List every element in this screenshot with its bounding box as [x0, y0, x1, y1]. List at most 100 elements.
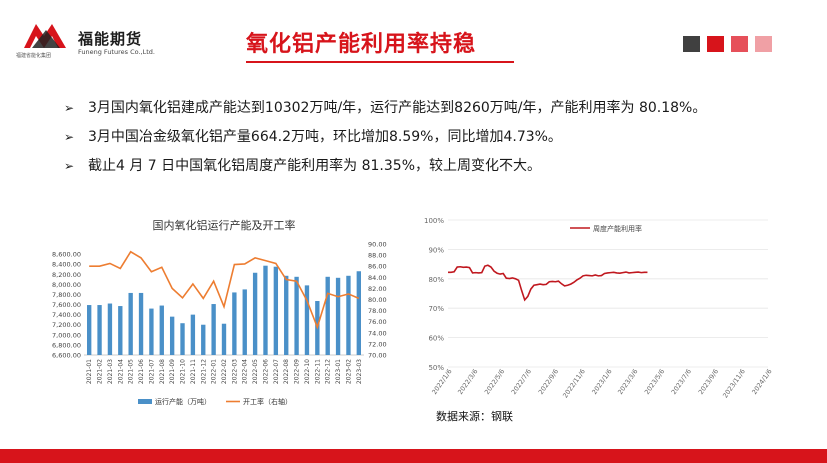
y-tick-label: 7,400.00 [52, 311, 81, 319]
bar-capacity [159, 305, 164, 355]
line-weekly-utilization [448, 264, 648, 302]
x-tick-label: 2023/1/6 [590, 368, 613, 397]
x-tick-label: 2022-02 [221, 359, 228, 384]
y-tick-label: 8,400.00 [52, 261, 81, 269]
y2-tick-label: 70.00 [368, 352, 387, 360]
bar-capacity [201, 324, 206, 355]
bullet-text: 3月国内氧化铝建成产能达到10302万吨/年，运行产能达到8260万吨/年，产能… [88, 100, 707, 116]
bar-capacity [252, 272, 258, 355]
data-source-note: 数据来源：钢联 [436, 410, 513, 423]
y2-tick-label: 90.00 [368, 241, 387, 249]
x-tick-label: 2022/3/6 [456, 368, 479, 397]
y2-tick-label: 74.00 [368, 329, 387, 337]
legend-swatch-bar [138, 399, 152, 404]
y2-tick-label: 84.00 [368, 274, 387, 282]
x-tick-label: 2022-11 [314, 359, 321, 384]
y2-tick-label: 86.00 [368, 263, 387, 271]
y-tick-label: 50% [428, 364, 444, 372]
y2-tick-label: 82.00 [368, 285, 387, 293]
x-tick-label: 2021-02 [97, 359, 104, 384]
bar-capacity [128, 292, 133, 355]
x-tick-label: 2021-08 [159, 359, 166, 384]
bullet-arrow-icon: ➢ [64, 130, 75, 144]
x-tick-label: 2022/11/6 [561, 368, 587, 400]
bar-capacity [169, 316, 175, 355]
decor-square-1 [683, 36, 700, 52]
x-tick-label: 2023-02 [345, 359, 352, 384]
y-tick-label: 8,000.00 [52, 281, 81, 289]
x-tick-label: 2021-01 [86, 359, 93, 384]
logo-company-name: 福能期货 [78, 30, 143, 48]
x-tick-label: 2021-06 [138, 359, 145, 384]
legend-label: 周度产能利用率 [593, 224, 642, 233]
legend-label-line: 开工率（右轴） [243, 397, 292, 406]
x-tick-label: 2022/5/6 [483, 368, 506, 397]
x-tick-label: 2022-03 [231, 359, 238, 384]
decor-square-3 [731, 36, 748, 52]
bar-capacity [273, 266, 279, 355]
y-tick-label: 7,000.00 [52, 331, 81, 339]
bar-capacity [232, 292, 237, 355]
company-logo: 福建省能化集团 福能期货 Funeng Futures Co.,Ltd. [16, 14, 166, 64]
bullet-item: ➢ 截止4 月 7 日中国氧化铝周度产能利用率为 81.35%，较上周变化不大。 [62, 152, 782, 181]
bar-capacity [190, 314, 196, 355]
decor-square-2 [707, 36, 724, 52]
weekly-utilization-line-chart: 50%60%70%80%90%100%2022/1/6 2022/3/6 2022/… [424, 217, 774, 400]
bar-capacity [180, 323, 185, 355]
company-logo-icon [24, 24, 66, 48]
x-tick-label: 2021-05 [128, 359, 135, 384]
x-tick-label: 2023/7/6 [670, 368, 693, 397]
y-tick-label: 100% [424, 217, 444, 225]
y-tick-label: 70% [428, 305, 444, 313]
x-tick-label: 2021-03 [107, 359, 114, 384]
bullet-item: ➢ 3月国内氧化铝建成产能达到10302万吨/年，运行产能达到8260万吨/年，… [62, 94, 782, 123]
legend-label-bar: 运行产能（万吨） [155, 397, 211, 406]
bar-capacity [97, 305, 102, 355]
x-tick-label: 2022-12 [325, 359, 332, 384]
x-tick-label: 2022-07 [273, 359, 280, 384]
capacity-utilization-combo-chart: 国内氧化铝运行产能及开工率 6,600.00 6,800.00 7,000.00 7,2… [52, 218, 387, 406]
bar-capacity [149, 308, 154, 355]
x-tick-label: 2023/5/6 [643, 368, 666, 397]
x-tick-label: 2024/1/6 [750, 368, 773, 397]
logo-company-name-en: Funeng Futures Co.,Ltd. [78, 48, 155, 56]
y-tick-label: 60% [428, 335, 444, 343]
x-tick-label: 2023/11/6 [721, 368, 747, 400]
bullet-arrow-icon: ➢ [64, 159, 75, 173]
bar-capacity [294, 276, 299, 355]
x-tick-label: 2021-04 [117, 359, 124, 384]
bar-capacity [107, 303, 113, 355]
x-tick-label: 2021-07 [148, 359, 155, 384]
page-title: 氧化铝产能利用率持稳 [246, 32, 477, 57]
line-utilization [89, 250, 360, 330]
x-tick-label: 2022-04 [242, 359, 249, 384]
chart-title: 国内氧化铝运行产能及开工率 [153, 218, 296, 232]
decorative-squares [683, 36, 779, 52]
y-tick-label: 7,600.00 [52, 301, 81, 309]
x-tick-label: 2022-05 [252, 359, 259, 384]
y-tick-label: 6,800.00 [52, 341, 81, 349]
bar-capacity [138, 292, 144, 355]
x-tick-label: 2022/7/6 [510, 368, 533, 397]
y-tick-label: 8,200.00 [52, 271, 81, 279]
bar-capacity [284, 275, 289, 355]
bar-capacity [325, 276, 330, 355]
bullet-list: ➢ 3月国内氧化铝建成产能达到10302万吨/年，运行产能达到8260万吨/年，… [62, 94, 782, 181]
x-tick-label: 2022-09 [294, 359, 301, 384]
y-tick-label: 7,800.00 [52, 291, 81, 299]
x-tick-label: 2023-03 [356, 359, 363, 384]
title-underline [246, 61, 514, 63]
x-tick-label: 2023-01 [335, 359, 342, 384]
bar-capacity [87, 305, 92, 355]
bullet-arrow-icon: ➢ [64, 101, 75, 115]
bullet-text: 截止4 月 7 日中国氧化铝周度产能利用率为 81.35%，较上周变化不大。 [88, 158, 541, 174]
bar-capacity [118, 306, 123, 355]
x-tick-label: 2022-10 [304, 359, 311, 384]
y-tick-label: 8,600.00 [52, 251, 81, 259]
y2-tick-label: 76.00 [368, 318, 387, 326]
footer-bar [0, 449, 827, 463]
y2-tick-label: 78.00 [368, 307, 387, 315]
y2-tick-label: 80.00 [368, 296, 387, 304]
x-tick-label: 2022-01 [211, 359, 218, 384]
y-tick-label: 90% [428, 246, 444, 254]
